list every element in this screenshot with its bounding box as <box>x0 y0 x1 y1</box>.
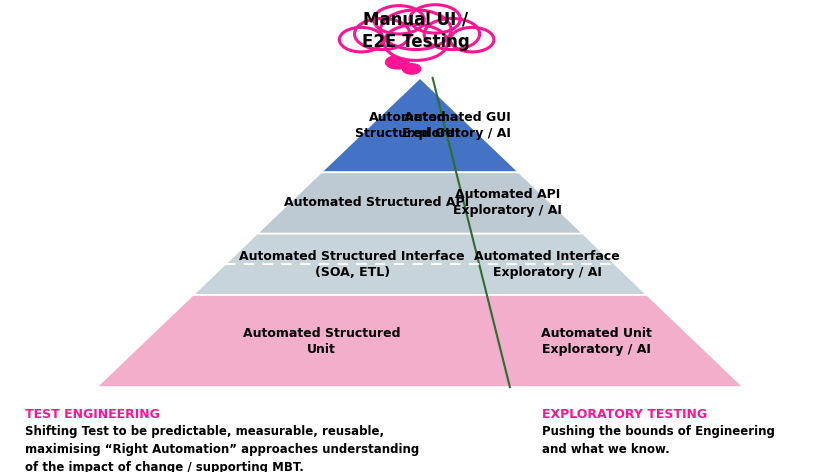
Text: Pushing the bounds of Engineering
and what we know.: Pushing the bounds of Engineering and wh… <box>542 425 774 456</box>
Text: Shifting Test to be predictable, measurable, reusable,
maximising “Right Automat: Shifting Test to be predictable, measura… <box>25 425 419 472</box>
Text: Manual UI /
E2E Testing: Manual UI / E2E Testing <box>362 10 470 51</box>
Circle shape <box>410 5 460 33</box>
Circle shape <box>450 27 494 52</box>
Text: TEST ENGINEERING: TEST ENGINEERING <box>25 408 160 421</box>
Circle shape <box>339 27 383 52</box>
Circle shape <box>386 56 409 69</box>
Text: Automated Structured API: Automated Structured API <box>284 196 469 210</box>
Polygon shape <box>257 172 583 234</box>
Circle shape <box>374 6 424 34</box>
Polygon shape <box>321 78 519 172</box>
Text: Automated API
Exploratory / AI: Automated API Exploratory / AI <box>453 188 562 218</box>
Text: Automated Interface
Exploratory / AI: Automated Interface Exploratory / AI <box>475 250 620 279</box>
Text: Automated Structured
Unit: Automated Structured Unit <box>243 327 401 355</box>
Text: Automated Unit
Exploratory / AI: Automated Unit Exploratory / AI <box>542 327 652 355</box>
Circle shape <box>354 18 410 50</box>
Text: Automated GUI
Exploratory / AI: Automated GUI Exploratory / AI <box>402 110 512 140</box>
Circle shape <box>402 64 421 74</box>
Polygon shape <box>193 234 647 295</box>
Circle shape <box>381 10 451 50</box>
Polygon shape <box>97 295 743 387</box>
Circle shape <box>424 18 480 50</box>
Text: Automated Structured Interface
(SOA, ETL): Automated Structured Interface (SOA, ETL… <box>239 250 465 279</box>
Circle shape <box>384 25 448 60</box>
Text: EXPLORATORY TESTING: EXPLORATORY TESTING <box>542 408 707 421</box>
Text: Automated
Structured GUI: Automated Structured GUI <box>355 110 459 140</box>
